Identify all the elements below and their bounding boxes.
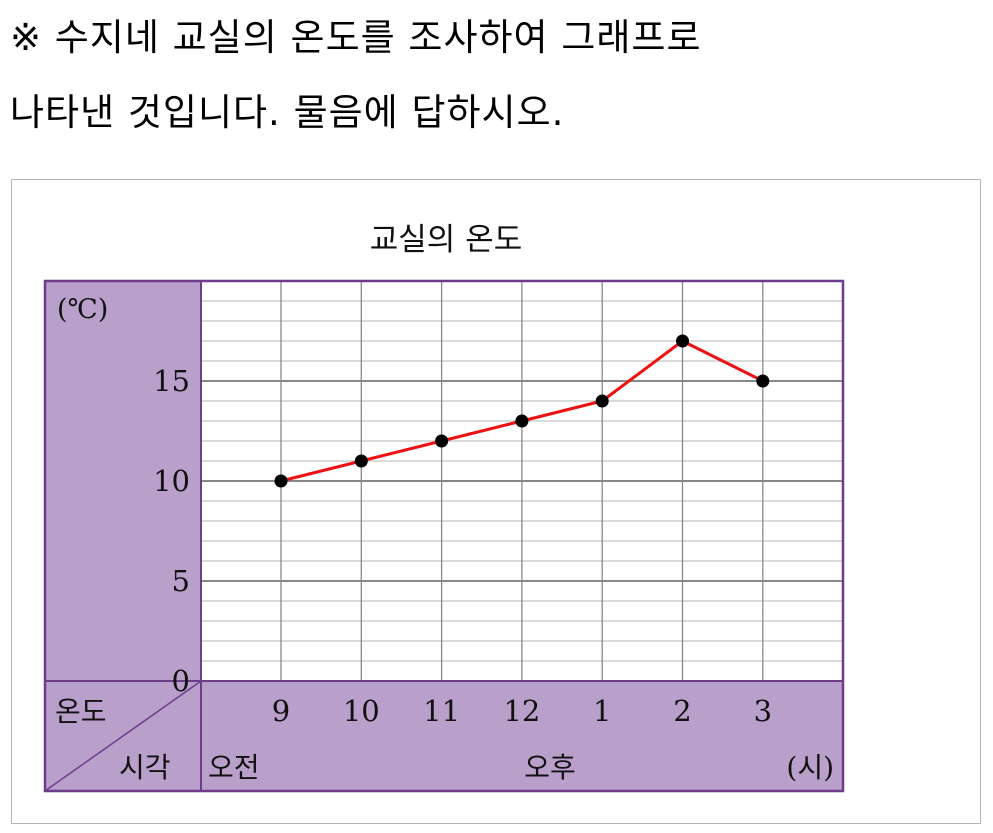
x-tick-label: 11 <box>423 694 460 728</box>
period-label-pm: 오후 <box>524 751 576 784</box>
x-tick-label: 10 <box>343 694 380 728</box>
question-text: ※ 수지네 교실의 온도를 조사하여 그래프로 나타낸 것입니다. 물음에 답하… <box>10 0 985 150</box>
period-label-am: 오전 <box>208 751 260 784</box>
x-tick-label: 9 <box>272 694 290 728</box>
data-points <box>274 334 770 488</box>
y-tick-label: 5 <box>172 564 190 598</box>
grid-lines <box>201 281 843 681</box>
x-axis-panel <box>45 681 843 791</box>
y-tick-label: 0 <box>172 664 190 698</box>
question-line-1: ※ 수지네 교실의 온도를 조사하여 그래프로 <box>10 16 702 59</box>
data-point <box>274 474 288 488</box>
corner-diagonal <box>44 680 202 792</box>
corner-label-temperature: 온도 <box>55 695 107 728</box>
data-point <box>515 414 529 428</box>
x-tick-label: 2 <box>673 694 691 728</box>
chart-title: 교실의 온도 <box>370 222 522 258</box>
y-tick-label: 10 <box>153 464 190 498</box>
x-tick-labels: 9 10 11 12 1 2 3 <box>272 694 772 728</box>
chart-border <box>43 279 845 793</box>
x-tick-label: 3 <box>754 694 772 728</box>
x-axis-unit: (시) <box>786 751 834 784</box>
y-axis-panel <box>45 281 201 681</box>
data-point <box>756 374 770 388</box>
chart-frame <box>11 179 981 824</box>
y-tick-label: 15 <box>153 364 190 398</box>
y-axis-unit: (℃) <box>57 294 108 325</box>
data-point <box>676 334 689 348</box>
data-point <box>354 454 368 468</box>
question-line-2: 나타낸 것입니다. 물음에 답하시오. <box>10 91 565 134</box>
y-tick-labels: 0 5 10 15 <box>153 364 190 698</box>
data-point <box>595 394 609 408</box>
corner-label-time: 시각 <box>119 751 171 784</box>
x-tick-label: 12 <box>503 694 540 728</box>
data-point <box>435 434 449 448</box>
x-tick-label: 1 <box>593 694 611 728</box>
